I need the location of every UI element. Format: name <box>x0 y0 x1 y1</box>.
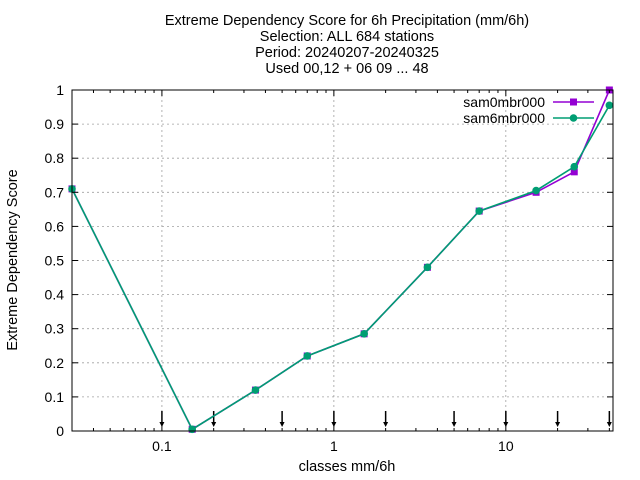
y-axis: 0 0.1 0.2 0.3 0.4 0.5 0.6 0.7 0.8 0.9 1 <box>45 82 613 439</box>
y-tick-label: 0.4 <box>45 287 65 303</box>
legend-swatch-marker <box>570 98 577 106</box>
title-line-4: Used 00,12 + 06 09 ... 48 <box>265 61 428 77</box>
y-tick-label: 1 <box>56 82 64 98</box>
title-line-1: Extreme Dependency Score for 6h Precipit… <box>165 13 529 29</box>
grid <box>72 90 613 431</box>
x-axis: 0.1 1 10 <box>92 90 610 454</box>
series-sam6mbr000 <box>68 101 614 434</box>
class-marker-arrow <box>279 422 285 427</box>
data-point <box>188 425 196 434</box>
x-tick-label: 0.1 <box>152 438 172 454</box>
y-tick-label: 0.7 <box>45 184 65 200</box>
data-point <box>475 207 483 215</box>
class-marker-arrow <box>451 422 457 427</box>
data-point <box>303 352 312 360</box>
y-tick-label: 0.3 <box>45 321 65 337</box>
legend-label: sam6mbr000 <box>463 110 545 126</box>
class-marker-arrow <box>331 422 337 427</box>
class-marker-arrow <box>606 422 612 427</box>
legend-label: sam0mbr000 <box>463 94 545 110</box>
x-tick-label: 10 <box>498 438 514 454</box>
class-marker-arrow <box>555 422 561 427</box>
class-marker-arrow <box>383 422 389 427</box>
class-marker-arrow <box>211 422 217 427</box>
data-point <box>570 168 578 176</box>
class-marker-arrow <box>159 422 165 427</box>
x-axis-label: classes mm/6h <box>299 459 396 475</box>
class-marker-arrow <box>503 422 509 427</box>
y-tick-label: 0.1 <box>45 389 65 405</box>
data-point <box>605 101 614 110</box>
y-tick-label: 0.2 <box>45 355 65 371</box>
title-line-3: Period: 20240207-20240325 <box>255 45 439 61</box>
series-layer <box>68 86 614 434</box>
class-marker-ticks <box>159 411 612 427</box>
x-tick-label: 1 <box>330 438 338 454</box>
series-line <box>71 89 611 431</box>
data-point <box>360 330 368 338</box>
y-tick-label: 0.6 <box>45 218 65 234</box>
y-tick-label: 0 <box>56 423 64 439</box>
y-tick-label: 0.5 <box>45 253 65 269</box>
series-sam0mbr000 <box>68 86 613 433</box>
series-line <box>71 104 611 431</box>
y-tick-label: 0.8 <box>45 150 65 166</box>
y-tick-label: 0.9 <box>45 116 65 132</box>
data-point <box>251 386 260 394</box>
data-point <box>570 162 579 171</box>
data-point <box>423 263 432 272</box>
legend-swatch-marker <box>569 114 578 122</box>
chart-title: Extreme Dependency Score for 6h Precipit… <box>165 13 529 77</box>
data-point <box>532 186 540 195</box>
y-axis-label: Extreme Dependency Score <box>5 169 21 350</box>
title-line-2: Selection: ALL 684 stations <box>260 29 434 45</box>
